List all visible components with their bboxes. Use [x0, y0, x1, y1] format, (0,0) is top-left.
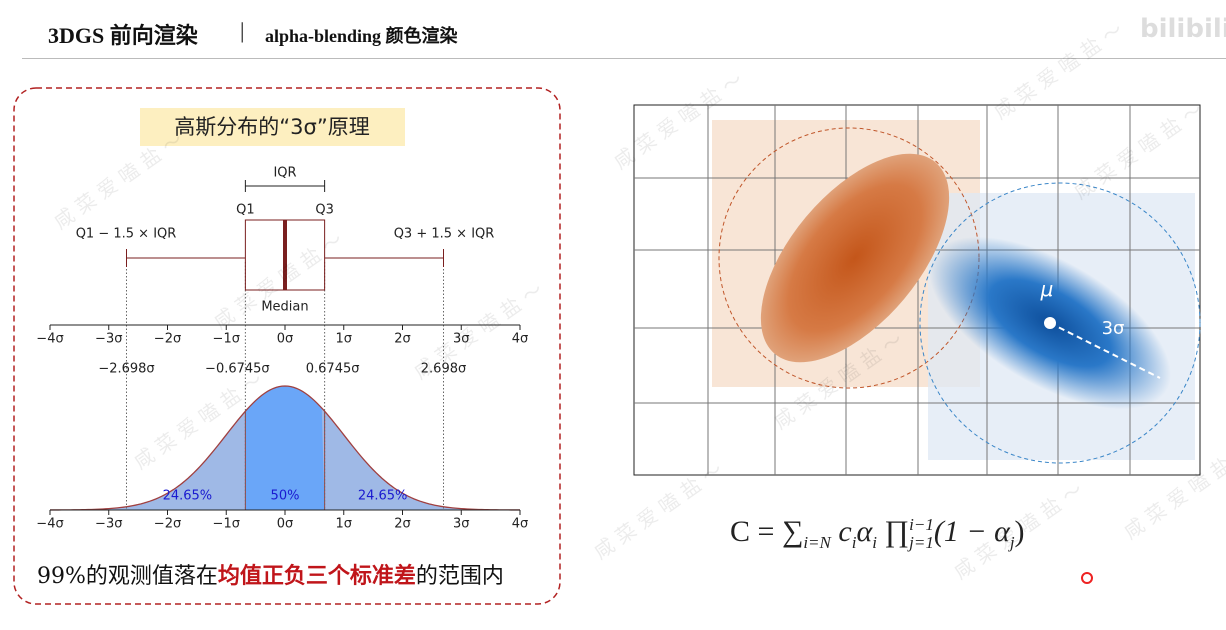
formula-part: i	[851, 533, 857, 552]
caption-text: 的范围内	[415, 564, 504, 589]
cursor	[1081, 572, 1093, 584]
radius-label: 3σ	[1102, 318, 1125, 339]
tick-label: 1σ	[335, 517, 352, 532]
tick-label: −1σ	[213, 332, 240, 347]
tick-label: 1σ	[335, 332, 352, 347]
tick-label: 4σ	[512, 517, 529, 532]
tick-label: 2σ	[394, 332, 411, 347]
panel-border	[13, 87, 561, 605]
formula-part: i=N	[803, 533, 831, 552]
tick-label: −3σ	[95, 332, 122, 347]
label: Q3 + 1.5 × IQR	[394, 227, 495, 242]
mu-label: μ	[1040, 277, 1054, 301]
region-label: 24.65%	[163, 489, 213, 504]
panel-title: 高斯分布的“3σ”原理	[174, 115, 369, 139]
marker-label: 2.698σ	[421, 362, 466, 377]
tick-label: 4σ	[512, 332, 529, 347]
orange-gaussian	[760, 153, 950, 363]
tick-label: −4σ	[36, 332, 63, 347]
tick-label: −3σ	[95, 517, 122, 532]
formula-part: C =	[730, 515, 782, 548]
formula-part: α	[856, 515, 873, 548]
tick-label: −2σ	[154, 517, 181, 532]
region-label: 24.65%	[358, 489, 408, 504]
density-curve	[49, 385, 521, 511]
title-box	[140, 108, 405, 146]
mean-dot	[1044, 317, 1056, 329]
label: Q1	[236, 203, 255, 218]
marker-label: −0.6745σ	[205, 362, 270, 377]
formula-part: ∏	[884, 515, 910, 548]
watermark: 咸 菜 爱 嗑 盐 ～	[209, 227, 347, 334]
formula-part: )	[1014, 515, 1025, 548]
header-subtitle: alpha-blending 颜色渲染	[265, 26, 458, 46]
formula-part: ∑	[781, 515, 804, 548]
label: Median	[261, 300, 308, 315]
caption-text: 99%的观测值落在	[37, 564, 218, 589]
caption: 99%的观测值落在均值正负三个标准差的范围内	[37, 558, 504, 590]
watermark: 咸 菜 爱 嗑 盐 ～	[49, 127, 187, 234]
formula-part: i	[872, 533, 877, 552]
tick-label: −4σ	[36, 517, 63, 532]
caption-highlight: 均值正负三个标准差	[217, 563, 416, 589]
tick-label: 3σ	[453, 332, 470, 347]
tick-label: 0σ	[277, 517, 294, 532]
logo: bilibili	[1140, 14, 1226, 44]
formula-part: j=1	[909, 533, 934, 553]
blue-3sigma	[919, 182, 1201, 464]
formula: C = ∑i=N ciαi ∏ i−1 j=1 (1 − αj)	[730, 515, 1025, 553]
tick-label: 0σ	[277, 332, 294, 347]
label: Q3	[315, 203, 334, 218]
header-rule	[22, 58, 1226, 59]
header-title: 3DGS 前向渲染	[48, 23, 198, 48]
marker-label: 0.6745σ	[306, 362, 360, 377]
formula-part: c	[838, 515, 852, 548]
label: IQR	[273, 166, 296, 181]
tick-label: −2σ	[154, 332, 181, 347]
central-area	[245, 386, 325, 510]
formula-part: i−1	[909, 515, 934, 535]
region-label: 50%	[271, 489, 300, 504]
tick-label: 3σ	[453, 517, 470, 532]
tick-label: 2σ	[394, 517, 411, 532]
radius-line	[1049, 322, 1161, 379]
formula-part: (1 − α	[933, 515, 1010, 548]
tick-label: −1σ	[213, 517, 240, 532]
formula-part: j	[1009, 533, 1015, 552]
marker-label: −2.698σ	[98, 362, 154, 377]
header-separator: |	[240, 18, 245, 43]
label: Q1 − 1.5 × IQR	[76, 227, 177, 242]
